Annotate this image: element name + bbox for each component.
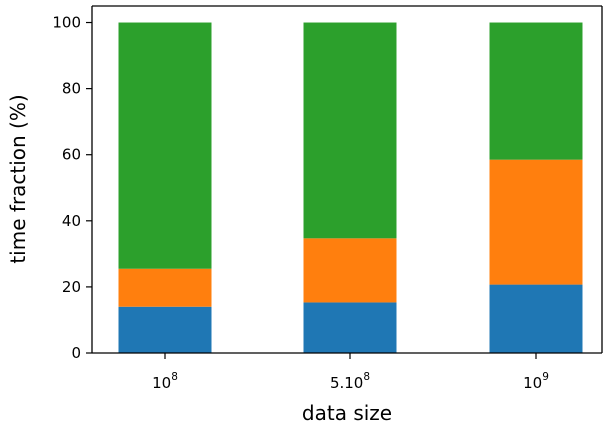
- bar-segment-cat1-series2: [118, 268, 212, 307]
- bar-segment-cat3-series3: [489, 22, 583, 160]
- bar-segment-cat1-series3: [118, 22, 212, 269]
- x-tick-label-base: 5.10: [330, 374, 363, 392]
- y-tick-label: 40: [62, 212, 81, 230]
- axes-layer: [91, 5, 603, 354]
- x-tick-label-exponent: 8: [171, 371, 178, 383]
- x-axis-title: data size: [302, 401, 392, 425]
- bar-segment-cat1-series1: [118, 306, 212, 353]
- x-tick-label: 5.108: [330, 371, 370, 392]
- y-tick-label: 0: [71, 344, 81, 362]
- y-ticks: 0 20 40 60 80 100: [52, 14, 92, 362]
- x-tick-label-base: 10: [523, 374, 542, 392]
- y-axis-title: time fraction (%): [6, 94, 30, 263]
- bar-segment-cat3-series1: [489, 284, 583, 353]
- y-tick-label: 60: [62, 146, 81, 164]
- bar-segment-cat2-series2: [303, 238, 397, 303]
- x-ticks: 108 5.108 109: [152, 353, 549, 392]
- bar-segment-cat2-series3: [303, 22, 397, 239]
- bars-layer: [118, 22, 583, 353]
- x-tick-label: 109: [523, 371, 549, 392]
- y-tick-label: 20: [62, 278, 81, 296]
- y-tick-label: 80: [62, 80, 81, 98]
- x-tick-label-base: 10: [152, 374, 171, 392]
- x-tick-label-exponent: 9: [542, 371, 549, 383]
- x-tick-label: 108: [152, 371, 178, 392]
- x-tick-label-exponent: 8: [363, 371, 370, 383]
- bar-segment-cat3-series2: [489, 159, 583, 285]
- bar-segment-cat2-series1: [303, 302, 397, 353]
- y-tick-label: 100: [52, 14, 81, 32]
